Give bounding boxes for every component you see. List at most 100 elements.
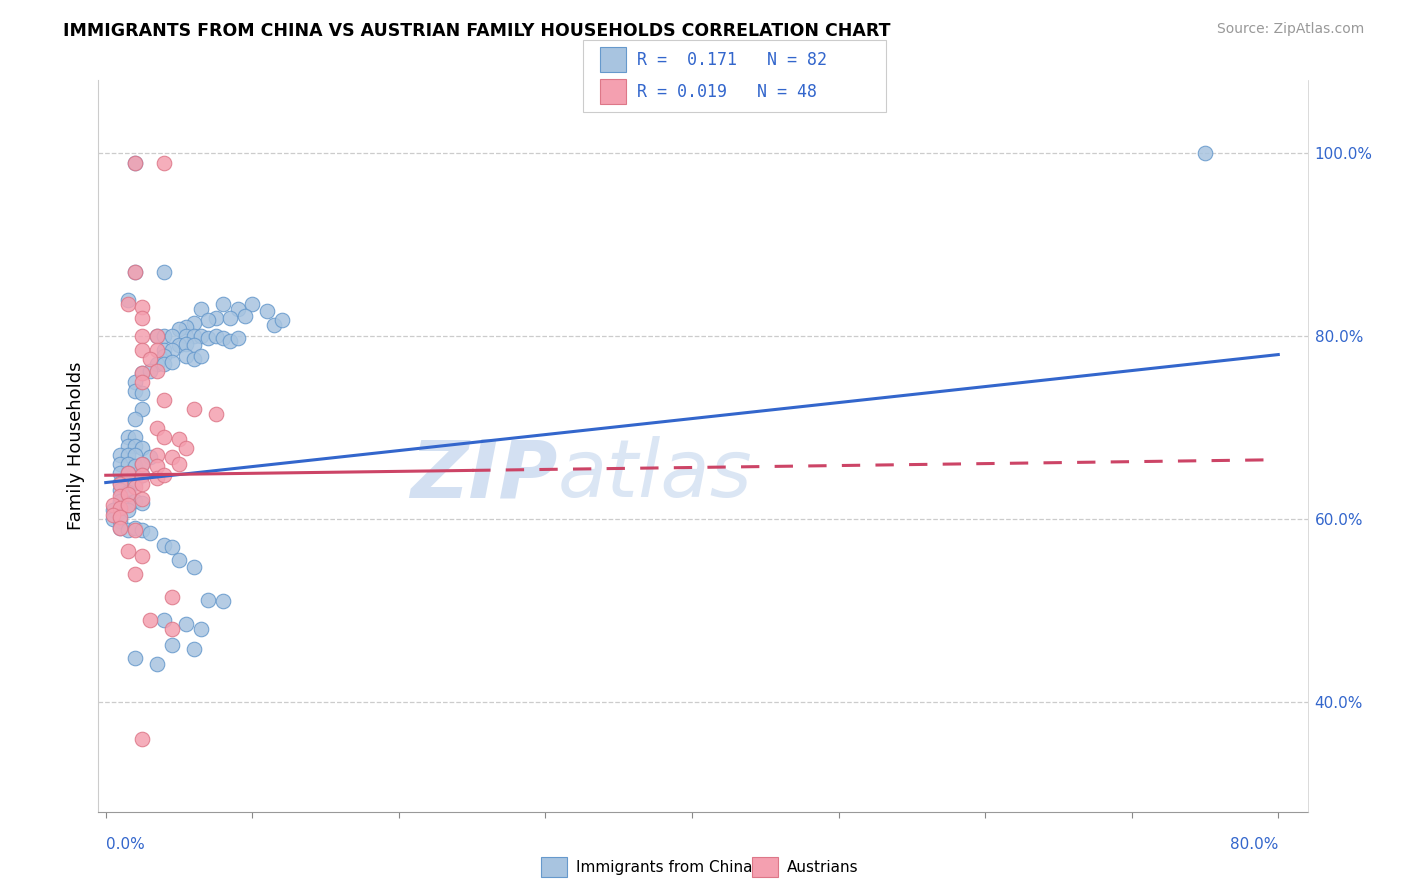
Point <box>183 338 205 352</box>
Point <box>240 297 263 311</box>
Point <box>117 496 139 510</box>
Point <box>124 480 146 494</box>
Point <box>153 329 176 343</box>
Point <box>176 329 198 343</box>
Point <box>124 494 146 508</box>
Point <box>138 450 160 464</box>
Point <box>117 467 139 481</box>
Point <box>197 592 219 607</box>
Point <box>131 386 153 401</box>
Point <box>131 457 153 471</box>
Point <box>153 468 176 483</box>
Point <box>124 265 146 279</box>
Point <box>167 338 190 352</box>
Point <box>176 336 198 351</box>
Point <box>197 331 219 345</box>
Point <box>124 155 146 169</box>
Point <box>204 407 226 421</box>
Point <box>117 486 139 500</box>
Point <box>131 375 153 389</box>
Point <box>131 477 153 491</box>
Point <box>131 343 153 357</box>
Point <box>131 731 153 746</box>
Point <box>101 499 124 513</box>
Point <box>219 311 242 326</box>
Point <box>146 459 169 474</box>
Point <box>110 477 132 491</box>
Point <box>219 334 242 348</box>
Point <box>110 467 132 481</box>
Point <box>153 393 176 408</box>
Point <box>270 313 292 327</box>
Point <box>124 475 146 490</box>
Point <box>110 505 132 519</box>
Point <box>131 549 153 563</box>
Point <box>131 468 153 483</box>
Point <box>160 450 183 464</box>
Point <box>190 622 212 636</box>
Text: ZIP: ZIP <box>411 436 558 515</box>
Point <box>146 329 169 343</box>
Point <box>146 471 169 485</box>
Point <box>124 567 146 582</box>
Point <box>176 320 198 334</box>
Point <box>146 421 169 435</box>
Point <box>131 402 153 417</box>
Point <box>117 467 139 481</box>
Point <box>183 316 205 330</box>
Point <box>160 622 183 636</box>
Point <box>256 303 278 318</box>
Point <box>153 155 176 169</box>
Text: R = 0.019   N = 48: R = 0.019 N = 48 <box>637 83 817 101</box>
Point <box>124 375 146 389</box>
Point <box>183 402 205 417</box>
Point <box>131 496 153 510</box>
Point <box>160 638 183 652</box>
Point <box>101 508 124 522</box>
Point <box>110 514 132 528</box>
Point <box>131 300 153 314</box>
Point <box>117 544 139 558</box>
Text: Source: ZipAtlas.com: Source: ZipAtlas.com <box>1216 22 1364 37</box>
Point <box>176 617 198 632</box>
Point <box>138 613 160 627</box>
Point <box>110 494 132 508</box>
Point <box>131 329 153 343</box>
Point <box>153 613 176 627</box>
Point <box>153 350 176 364</box>
Point <box>167 322 190 336</box>
Point <box>226 301 249 316</box>
Point <box>212 594 235 608</box>
Point <box>110 457 132 471</box>
Point <box>131 311 153 326</box>
Point <box>131 366 153 380</box>
Point <box>153 430 176 444</box>
Point <box>212 297 235 311</box>
Point <box>183 329 205 343</box>
Point <box>124 155 146 169</box>
Point <box>263 318 285 333</box>
Point <box>117 523 139 537</box>
Point <box>146 364 169 378</box>
Point <box>124 384 146 399</box>
Point <box>124 411 146 425</box>
Point <box>101 503 124 517</box>
Text: 0.0%: 0.0% <box>105 838 145 853</box>
Point <box>204 311 226 326</box>
Point <box>124 459 146 474</box>
Point <box>117 457 139 471</box>
Text: Immigrants from China: Immigrants from China <box>576 860 754 874</box>
Point <box>117 477 139 491</box>
Point <box>176 441 198 455</box>
Point <box>124 265 146 279</box>
Point <box>146 448 169 462</box>
Point <box>153 265 176 279</box>
Point <box>110 521 132 535</box>
Point <box>233 309 256 323</box>
Point <box>101 512 124 526</box>
Text: IMMIGRANTS FROM CHINA VS AUSTRIAN FAMILY HOUSEHOLDS CORRELATION CHART: IMMIGRANTS FROM CHINA VS AUSTRIAN FAMILY… <box>63 22 891 40</box>
Point <box>117 293 139 307</box>
Text: atlas: atlas <box>558 436 752 515</box>
Point <box>124 523 146 537</box>
Point <box>183 352 205 367</box>
